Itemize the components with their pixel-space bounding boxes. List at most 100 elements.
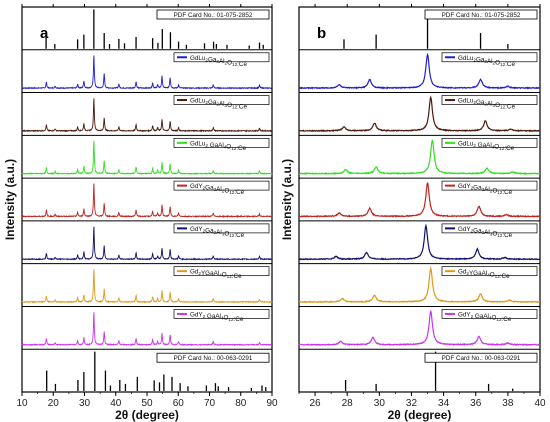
xrd-pattern-line <box>21 269 273 304</box>
legend-label-part: GdY <box>458 183 471 190</box>
legend-label-part: 4 <box>219 273 222 278</box>
legend-label-part: :Ce <box>504 145 514 152</box>
legend-label-part: YGa <box>469 270 482 277</box>
x-tick-label: 60 <box>173 398 185 409</box>
legend-label: Gd2YGaAl4O12:Ce <box>190 269 242 281</box>
legend-box <box>173 266 270 277</box>
legend-label-part: 3 <box>216 59 219 64</box>
legend-label-part: Al <box>216 229 222 236</box>
legend-label-part: 4 <box>224 144 227 149</box>
legend-box <box>441 95 538 105</box>
legend-label-part: GdY <box>458 311 471 318</box>
legend-label-part: :Ce <box>500 273 510 280</box>
legend-label: GdY2 GaAl4O12:Ce <box>190 311 244 323</box>
legend-label-part: 12 <box>497 233 503 238</box>
legend-label-part: Al <box>486 142 492 149</box>
panel-a: PDF Card No.: 01-075-2852 PDF Card No.: 0… <box>3 4 278 422</box>
legend-label-part: 3 <box>225 103 228 108</box>
legend-label-part: Ga <box>208 56 217 63</box>
legend-label-part: Al <box>216 186 222 193</box>
xrd-pattern-line <box>21 226 273 261</box>
legend-label-part: O <box>492 314 497 321</box>
legend-label-part: 4 <box>221 315 224 320</box>
legend-label-part: 4 <box>487 273 490 278</box>
legend-label: GdLu2 GaAl4O12:Ce <box>458 140 515 152</box>
legend-label-part: :Ce <box>502 232 512 239</box>
legend-label-part: Ga <box>208 142 219 149</box>
legend-label-part: GdLu <box>458 98 474 105</box>
legend-label-part: 4 <box>489 315 492 320</box>
legend-label-part: 2 <box>205 57 208 62</box>
legend-label-part: Ga <box>208 99 217 106</box>
panel-label: b <box>317 25 326 42</box>
legend-label-part: 2 <box>205 100 208 105</box>
legend-label-part: 12 <box>500 62 506 67</box>
legend-box <box>441 223 538 234</box>
legend-label-part: 3 <box>482 187 485 192</box>
legend-label-part: O <box>495 59 500 66</box>
legend-label-part: Gd <box>458 269 467 276</box>
xrd-pattern-line <box>298 266 541 304</box>
legend-box <box>441 266 538 277</box>
legend-box <box>173 52 270 63</box>
legend-label-part: Al <box>215 313 221 320</box>
legend-label-part: Al <box>487 101 493 108</box>
legend-label-part: Al <box>487 58 493 65</box>
legend-label-part: Ga <box>205 227 214 234</box>
panel-label: a <box>40 25 49 42</box>
legend-label-part: 2 <box>490 189 493 194</box>
plot-frame <box>298 6 541 393</box>
legend-label-part: :Ce <box>234 232 244 239</box>
x-tick-label: 40 <box>534 398 546 409</box>
legend-label-part: 2 <box>493 60 496 65</box>
legend-label-part: Ga <box>476 56 485 63</box>
legend-label-part: 2 <box>225 60 228 65</box>
legend-label-part: 2 <box>471 314 474 319</box>
legend-label-part: Gd <box>190 269 199 276</box>
legend-label: GdLu2Ga3Al2O12:Ce <box>190 55 247 68</box>
xrd-pattern-line <box>298 223 541 261</box>
legend-box <box>173 223 270 234</box>
x-tick-label: 30 <box>374 398 386 409</box>
legend-label-part: O <box>495 102 500 109</box>
legend-label-part: :Ce <box>505 104 515 111</box>
legend-label-part: 12 <box>497 190 503 195</box>
legend-label-part: Ga <box>473 185 482 192</box>
x-tick-label: 10 <box>16 398 28 409</box>
legend-label-part: 2 <box>203 228 206 233</box>
x-tick-label: 80 <box>235 398 247 409</box>
legend-label-part: 3 <box>490 231 493 236</box>
x-tick-label: 34 <box>438 398 450 409</box>
legend-label-part: Ga <box>205 313 216 320</box>
legend-label: GdY2Ga2Al3O12:Ce <box>190 226 245 239</box>
legend-label-part: :Ce <box>502 316 512 323</box>
legend-label: GdLu2Ga3Al2O12:Ce <box>458 55 515 68</box>
legend-label-part: O <box>492 188 497 195</box>
legend-label-part: Ga <box>473 313 484 320</box>
xrd-pattern-line <box>21 98 273 133</box>
legend-label: GdLu2Ga2Al3O12:Ce <box>190 98 247 111</box>
legend-label-part: GdLu <box>458 55 474 62</box>
xrd-pattern-line <box>298 52 541 90</box>
legend-label-part: :Ce <box>237 61 247 68</box>
legend-label-part: GdLu <box>190 98 206 105</box>
legend-label-part: :Ce <box>234 316 244 323</box>
xrd-pattern-line <box>298 181 541 218</box>
legend-label-part: 2 <box>214 230 217 235</box>
legend-label-part: Al <box>219 101 225 108</box>
legend-label-part: GdY <box>190 226 203 233</box>
xrd-pattern-line <box>21 140 273 176</box>
legend-label-part: 2 <box>198 271 201 276</box>
legend-label: GdY2Ga3Al2O12:Ce <box>190 183 245 196</box>
legend-label: GdLu2Ga2Al3O12:Ce <box>458 98 515 111</box>
xrd-pattern-line <box>298 95 541 133</box>
legend-label-part: Ga <box>476 142 487 149</box>
legend-label-part: :Ce <box>236 145 246 152</box>
legend-box <box>441 137 538 148</box>
xrd-pattern-line <box>21 55 273 90</box>
legend-label-part: 12 <box>500 105 506 110</box>
legend-label-part: 3 <box>493 103 496 108</box>
pdf-card-label: PDF Card No.: 01-075-2852 <box>442 12 521 19</box>
legend-label-part: Al <box>214 270 220 277</box>
